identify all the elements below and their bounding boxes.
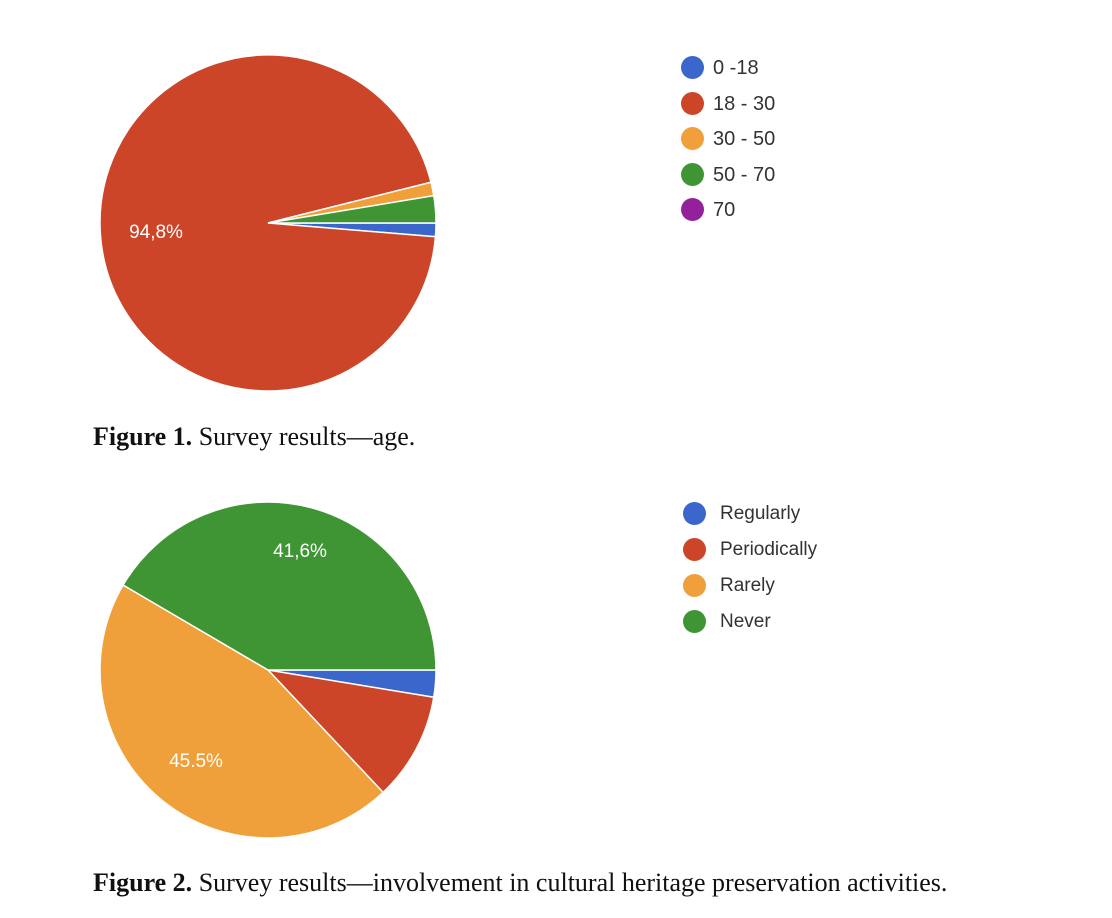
- legend-label: Periodically: [720, 539, 818, 560]
- legend-swatch: [681, 162, 704, 186]
- pie-slice-never: [122, 501, 437, 671]
- pie-chart-age: 94,8%: [99, 54, 437, 392]
- legend-swatch: [681, 91, 704, 115]
- legend-swatch: [683, 574, 706, 597]
- pie-slice-18-30: [99, 54, 437, 392]
- legend-label: 18 - 30: [713, 92, 776, 115]
- legend-swatch: [681, 56, 704, 79]
- legend-label: 70: [713, 199, 736, 221]
- figure-2-caption: Figure 2. Survey results—involvement in …: [93, 868, 947, 898]
- legend-label: 0 -18: [713, 57, 759, 79]
- pie-slice-periodically: [265, 668, 435, 794]
- pie-chart-involvement: 45.5% 41,6%: [99, 501, 437, 839]
- figure-1-label: Figure 1.: [93, 422, 193, 451]
- figure-2-label: Figure 2.: [93, 868, 193, 897]
- legend-swatch: [683, 610, 706, 633]
- figure-2-text: Survey results—involvement in cultural h…: [192, 868, 948, 897]
- legend-swatch: [681, 127, 704, 150]
- legend-label: Rarely: [720, 575, 775, 596]
- legend-swatch: [683, 502, 706, 525]
- data-label-rarely: 45.5%: [169, 751, 223, 772]
- data-label-never: 41,6%: [273, 541, 327, 562]
- legend-swatch: [683, 538, 706, 561]
- legend-label: 30 - 50: [713, 128, 776, 150]
- legend-label: Regularly: [720, 503, 801, 524]
- data-label-18-30: 94,8%: [129, 222, 183, 243]
- legend-label: Never: [720, 611, 771, 632]
- figure-1-caption: Figure 1. Survey results—age.: [93, 422, 415, 452]
- pie-slice-50-70: [267, 194, 437, 224]
- pie-slice-rarely: [99, 583, 385, 839]
- legend-label: 50 - 70: [713, 163, 776, 186]
- figure-1-text: Survey results—age.: [192, 422, 416, 451]
- legend-swatch: [681, 198, 704, 221]
